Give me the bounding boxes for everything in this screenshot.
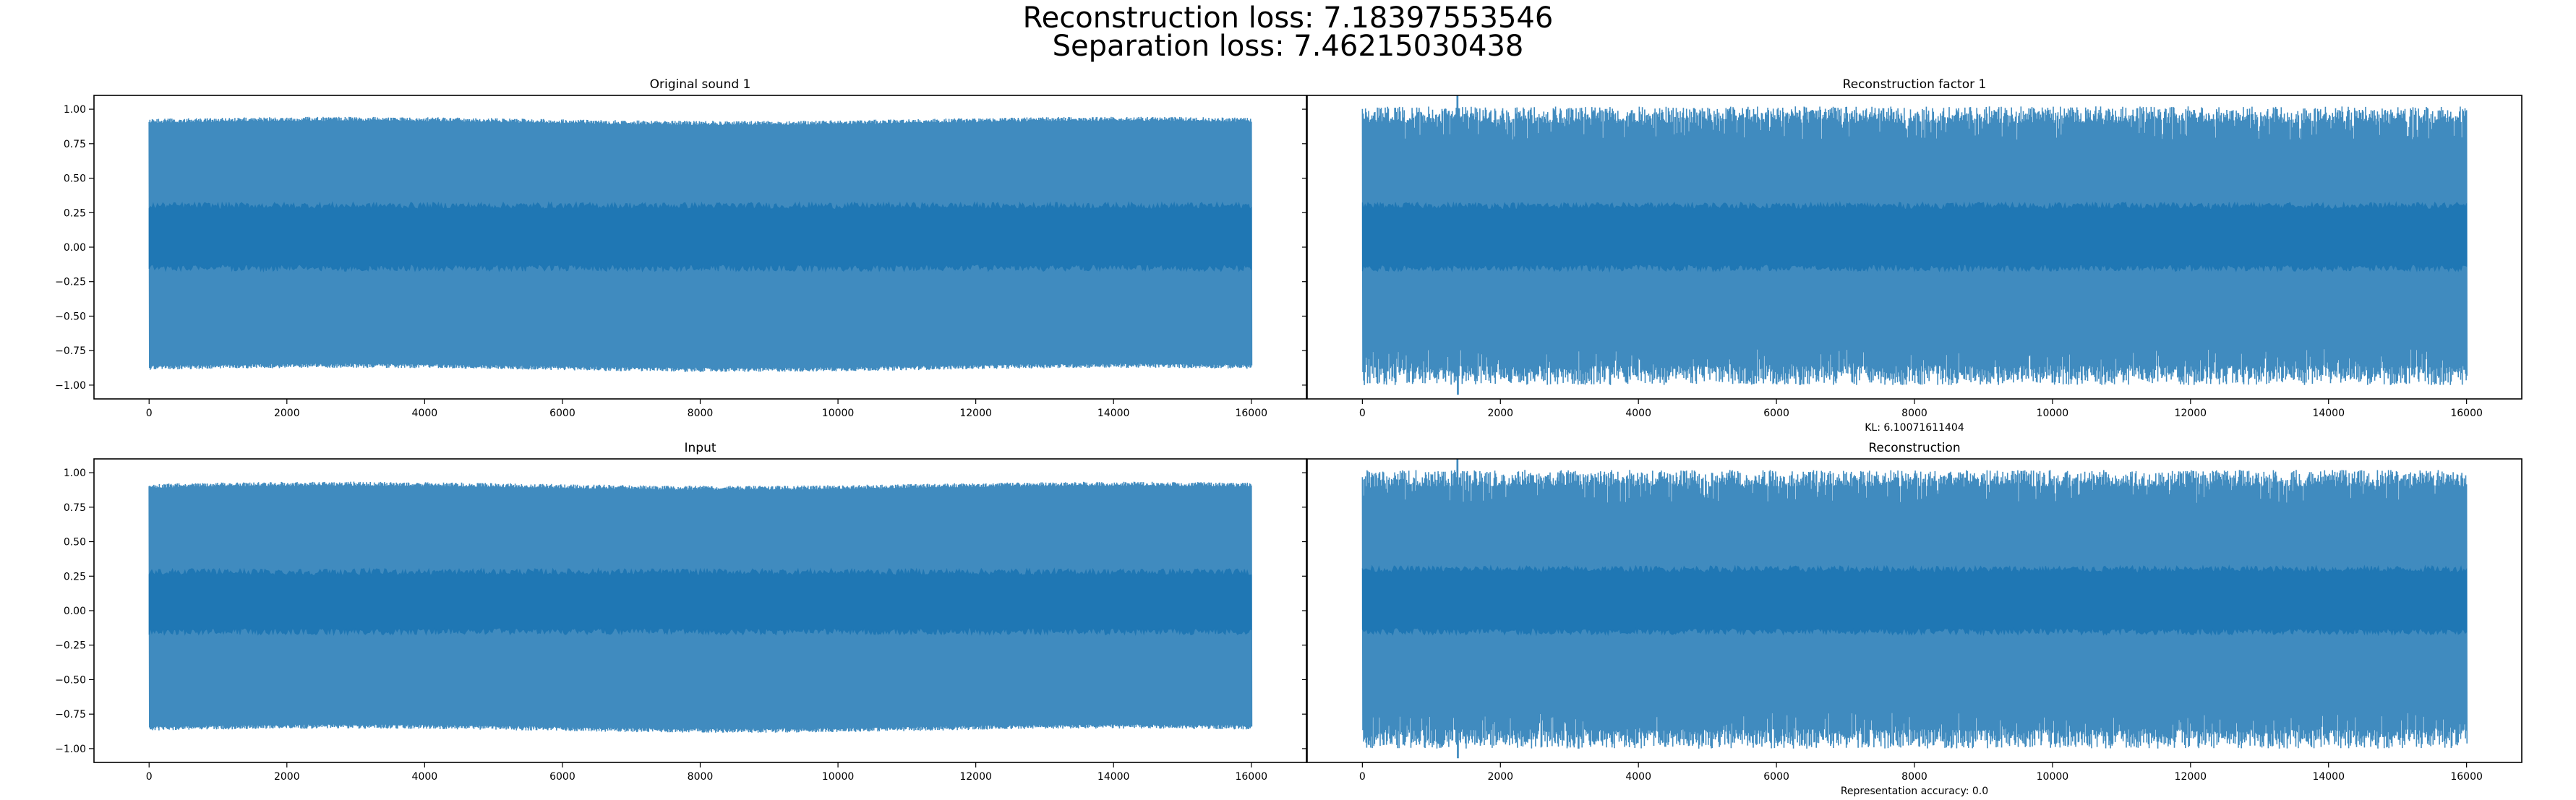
- y-tick-label: 0.50: [64, 173, 86, 185]
- x-tick-label: 12000: [959, 771, 992, 783]
- x-tick-label: 12000: [959, 408, 992, 419]
- waveform-dense-band: [148, 201, 1252, 273]
- y-tick-label: 1.00: [64, 104, 86, 116]
- x-tick-label: 16000: [1235, 771, 1267, 783]
- y-tick-label: −0.75: [55, 345, 86, 357]
- x-tick-label: 12000: [2175, 408, 2207, 419]
- axes-title: Original sound 1: [650, 77, 751, 92]
- x-tick-label: 14000: [2312, 408, 2345, 419]
- y-tick-label: −0.50: [55, 311, 86, 322]
- y-tick-label: 0.00: [64, 242, 86, 254]
- x-tick-label: 10000: [2037, 408, 2069, 419]
- x-tick-label: 2000: [274, 408, 300, 419]
- x-tick-label: 12000: [2175, 771, 2207, 783]
- waveform-dense-band: [148, 567, 1252, 637]
- x-tick-label: 6000: [549, 408, 575, 419]
- y-tick-label: −0.25: [55, 640, 86, 652]
- x-tick-label: 2000: [1487, 408, 1513, 419]
- x-tick-label: 16000: [1235, 408, 1267, 419]
- y-tick-label: −0.50: [55, 674, 86, 686]
- subplot-reconstruction: Reconstruction 0 2000 4000 6000 8000 10000 1200…: [1302, 441, 2522, 797]
- x-tick-label: 8000: [688, 408, 714, 419]
- x-tick-label: 10000: [2037, 771, 2069, 783]
- y-tick-label: 0.00: [64, 606, 86, 617]
- y-tick-label: 0.75: [64, 139, 86, 150]
- y-tick-label: −0.25: [55, 277, 86, 288]
- x-tick-label: 14000: [2312, 771, 2345, 783]
- x-tick-label: 4000: [1625, 408, 1651, 419]
- x-tick-label: 10000: [822, 408, 855, 419]
- figure-title-line-1: Reconstruction loss: 7.18397553546: [1022, 1, 1554, 35]
- x-tick-label: 4000: [412, 408, 438, 419]
- y-tick-label: −1.00: [55, 744, 86, 755]
- x-tick-label: 14000: [1097, 771, 1130, 783]
- x-tick-label: 0: [146, 771, 153, 783]
- x-tick-label: 8000: [1901, 408, 1927, 419]
- x-tick-label: 8000: [688, 771, 714, 783]
- axes-title: Reconstruction: [1868, 441, 1960, 455]
- axes-title: Input: [684, 441, 716, 455]
- x-tick-label: 14000: [1097, 408, 1130, 419]
- subplot-original-sound-1: Original sound 1 0 2000 4000 6000 8000 10000 12…: [55, 77, 1307, 419]
- axes-title: Reconstruction factor 1: [1843, 77, 1987, 92]
- x-tick-label: 6000: [549, 771, 575, 783]
- y-tick-label: 1.00: [64, 468, 86, 479]
- x-tick-label: 2000: [274, 771, 300, 783]
- x-tick-label: 6000: [1763, 408, 1789, 419]
- y-tick-label: −0.75: [55, 709, 86, 721]
- y-tick-label: 0.75: [64, 502, 86, 514]
- x-axis-label: Representation accuracy: 0.0: [1841, 786, 1988, 797]
- subplot-reconstruction-factor-1: Reconstruction factor 1 0 2000 4000 6000 8000…: [1302, 77, 2522, 434]
- x-axis-label: KL: 6.10071611404: [1865, 422, 1964, 434]
- y-tick-label: 0.25: [64, 571, 86, 582]
- figure-title-line-2: Separation loss: 7.46215030438: [1052, 30, 1524, 63]
- x-tick-label: 6000: [1763, 771, 1789, 783]
- x-tick-label: 2000: [1487, 771, 1513, 783]
- waveform-dense-band: [1361, 564, 2468, 637]
- x-tick-label: 4000: [412, 771, 438, 783]
- x-tick-label: 0: [146, 408, 153, 419]
- x-tick-label: 16000: [2450, 408, 2483, 419]
- y-tick-label: 0.25: [64, 207, 86, 219]
- x-tick-label: 4000: [1625, 771, 1651, 783]
- x-tick-label: 0: [1359, 408, 1366, 419]
- x-tick-label: 0: [1359, 771, 1366, 783]
- x-tick-label: 8000: [1901, 771, 1927, 783]
- waveform-dense-band: [1361, 201, 2468, 273]
- y-tick-label: 0.50: [64, 537, 86, 549]
- x-tick-label: 10000: [822, 771, 855, 783]
- subplot-input: Input 0 2000 4000 6000 8000 10000 12000 14000 160…: [55, 441, 1307, 783]
- y-tick-label: −1.00: [55, 380, 86, 392]
- x-tick-label: 16000: [2450, 771, 2483, 783]
